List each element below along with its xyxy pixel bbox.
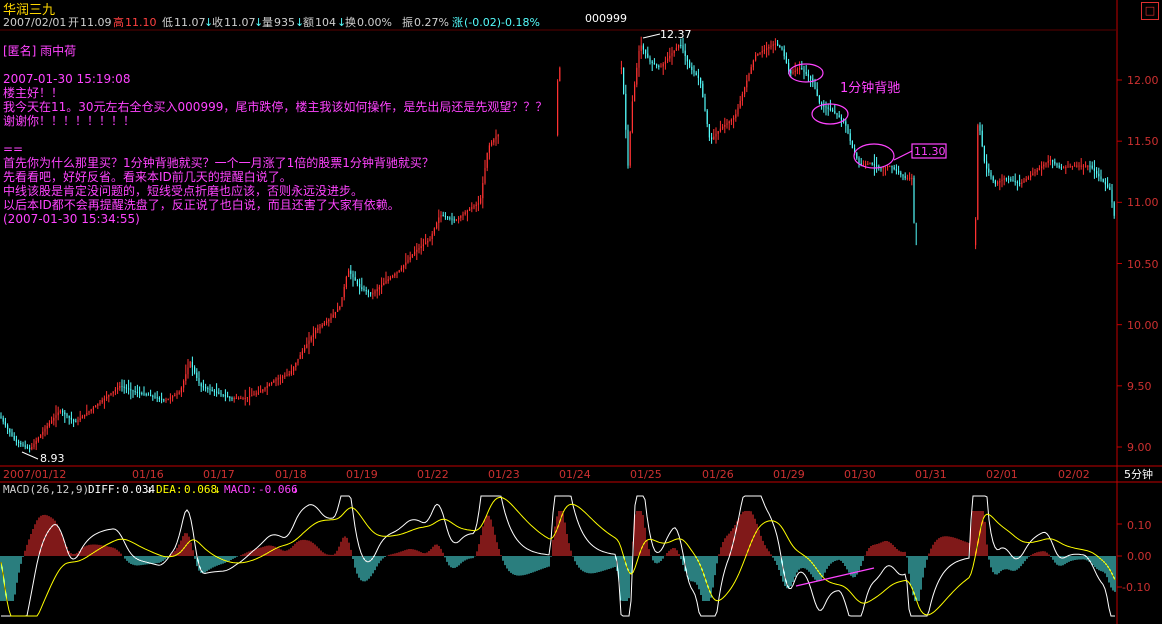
svg-text:↓: ↓: [254, 16, 263, 29]
svg-text:2007/01/12: 2007/01/12: [3, 468, 66, 481]
divergence-label: 1分钟背驰: [840, 80, 900, 96]
high-label: 高: [113, 15, 124, 29]
forum-post: [匿名] 雨中荷 2007-01-30 15:19:08 楼主好！！ 我今天在1…: [3, 43, 547, 226]
volume-value: 935: [274, 16, 295, 29]
svg-text:↓: ↓: [292, 483, 299, 496]
svg-text:02/01: 02/01: [986, 468, 1018, 481]
dea-line: [0, 496, 1116, 617]
svg-text:9.00: 9.00: [1127, 441, 1152, 454]
reply-line: 中线该股是肯定没问题的，短线受点折磨也应该，否则永远没进步。: [3, 183, 363, 198]
svg-text:↓: ↓: [146, 483, 153, 496]
dea-label: DEA:: [156, 483, 183, 496]
svg-text:0.00: 0.00: [1127, 550, 1152, 563]
svg-text:8.93: 8.93: [40, 452, 65, 465]
svg-text:11.50: 11.50: [1127, 135, 1159, 148]
close-label: 收: [212, 15, 223, 29]
reply-line: 先看看吧，好好反省。看来本ID前几天的提醒白说了。: [3, 169, 292, 184]
svg-text:12.00: 12.00: [1127, 74, 1159, 87]
macd-axis: 0.10 0.00 -0.10: [1122, 519, 1152, 594]
svg-text:01/31: 01/31: [915, 468, 947, 481]
close-button[interactable]: □: [1141, 2, 1159, 20]
divergence-markings: [788, 63, 947, 587]
svg-text:↓: ↓: [295, 16, 304, 29]
close-value: 11.07: [224, 16, 256, 29]
stock-code: 000999: [585, 12, 627, 25]
reply-line: 首先你为什么那里买？1分钟背驰就买？一个一月涨了1倍的股票1分钟背驰就买？: [3, 155, 434, 170]
svg-text:01/26: 01/26: [702, 468, 734, 481]
svg-text:-0.10: -0.10: [1122, 581, 1150, 594]
post-line: 楼主好！！: [3, 85, 63, 100]
macd-legend: MACD(26,12,9) DIFF: 0.034 ↓ DEA: 0.068 ↓…: [3, 483, 299, 496]
period-label: 5分钟: [1124, 467, 1153, 481]
low-value: 11.07: [174, 16, 206, 29]
svg-text:↓: ↓: [214, 483, 221, 496]
post-author: [匿名] 雨中荷: [3, 43, 76, 58]
low-label: 低: [162, 16, 173, 29]
open-value: 11.09: [80, 16, 112, 29]
quote-date: 2007/02/01: [3, 16, 66, 29]
time-axis: 2007/01/12 01/16 01/17 01/18 01/19 01/22…: [3, 467, 1153, 481]
amount-label: 额: [303, 16, 314, 29]
reply-time: (2007-01-30 15:34:55): [3, 212, 140, 226]
reply-line: 以后本ID都不会再提醒洗盘了，反正说了也白说，而且还害了大家有依赖。: [3, 197, 400, 212]
amount-value: 104: [315, 16, 336, 29]
svg-text:9.50: 9.50: [1127, 380, 1152, 393]
macd-value: -0.066: [258, 483, 298, 496]
change-label: 涨: [452, 16, 463, 29]
post-time: 2007-01-30 15:19:08: [3, 72, 130, 86]
amplitude-value: 0.27%: [414, 16, 449, 29]
post-line: 谢谢你！！！！！！！！: [3, 113, 135, 128]
svg-text:01/24: 01/24: [559, 468, 591, 481]
svg-text:01/25: 01/25: [630, 468, 662, 481]
svg-text:01/22: 01/22: [417, 468, 449, 481]
price-gridlines: [1117, 79, 1122, 448]
svg-text:02/02: 02/02: [1058, 468, 1090, 481]
volume-label: 量: [262, 16, 273, 29]
open-label: 开: [68, 16, 79, 29]
svg-text:01/19: 01/19: [346, 468, 378, 481]
svg-text:01/18: 01/18: [275, 468, 307, 481]
diff-label: DIFF:: [88, 483, 121, 496]
high-value: 11.10: [125, 16, 157, 29]
macd-gridlines: [1117, 523, 1122, 588]
svg-text:↓: ↓: [204, 16, 213, 29]
high-marker: 12.37: [642, 28, 692, 41]
candlesticks: [0, 36, 1115, 453]
post-line: 我今天在11。30元左右全仓买入000999，尾市跌停，楼主我该如何操作，是先出…: [3, 99, 547, 114]
svg-text:↓: ↓: [337, 16, 346, 29]
svg-text:01/17: 01/17: [203, 468, 235, 481]
turnover-value: 0.00%: [357, 16, 392, 29]
turnover-label: 换: [345, 15, 356, 29]
change-value: (-0.02)-0.18%: [464, 16, 540, 29]
price-axis: 12.00 11.50 11.00 10.50 10.00 9.50 9.00: [1127, 74, 1159, 454]
svg-text:0.10: 0.10: [1127, 519, 1152, 532]
diff-value: 0.034: [122, 483, 155, 496]
low-marker: 8.93: [21, 451, 65, 465]
price-box-label: 11.30: [914, 145, 946, 158]
svg-text:11.00: 11.00: [1127, 196, 1159, 209]
diff-line: [1, 495, 1115, 617]
svg-text:10.50: 10.50: [1127, 258, 1159, 271]
macd-histogram: [0, 511, 1116, 601]
quote-bar: 2007/02/01 开 11.09 高 11.10 低 11.07 ↓ 收 1…: [3, 15, 540, 29]
dea-value: 0.068: [184, 483, 217, 496]
svg-text:01/30: 01/30: [844, 468, 876, 481]
amplitude-label: 振: [402, 15, 413, 29]
svg-text:01/16: 01/16: [132, 468, 164, 481]
macd-title: MACD(26,12,9): [3, 483, 89, 496]
svg-text:01/29: 01/29: [773, 468, 805, 481]
macd-label: MACD:: [224, 483, 257, 496]
post-separator: ==: [3, 142, 23, 156]
svg-text:12.37: 12.37: [660, 28, 692, 41]
svg-text:10.00: 10.00: [1127, 319, 1159, 332]
stock-name: 华润三九: [3, 3, 55, 18]
svg-text:01/23: 01/23: [488, 468, 520, 481]
